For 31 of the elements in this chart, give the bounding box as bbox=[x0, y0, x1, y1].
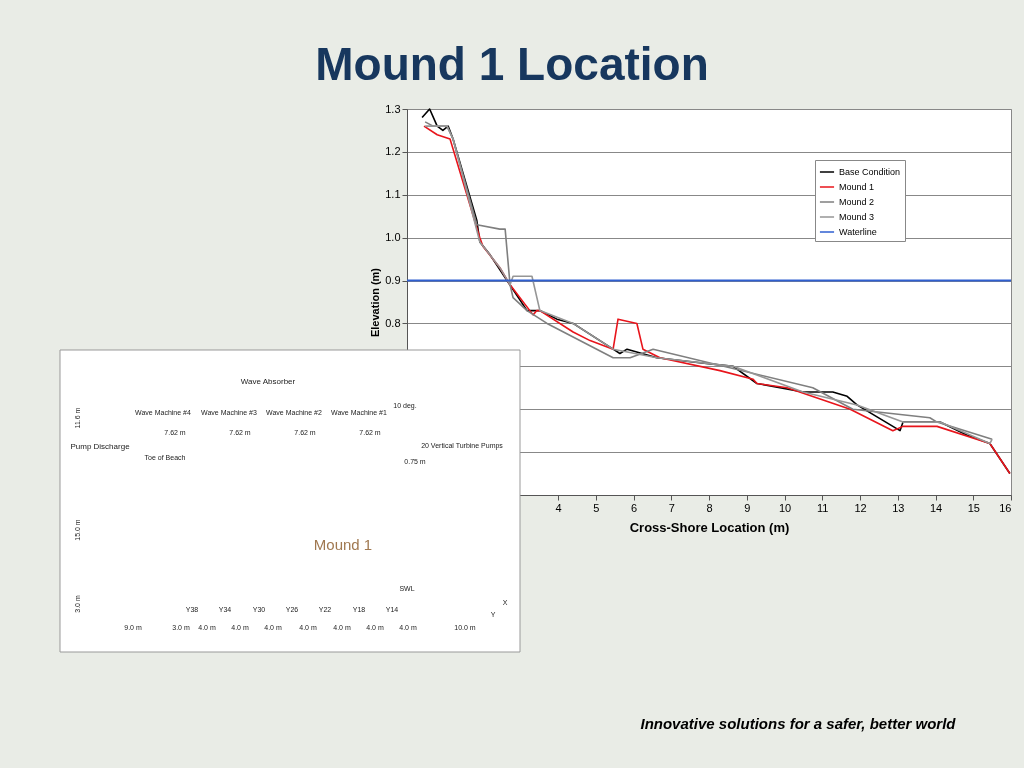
x-tick-label: 10 bbox=[778, 501, 792, 514]
x-tick-label: 4 bbox=[555, 501, 562, 514]
y-tick-label: 1.2 bbox=[385, 145, 401, 158]
text: Innovative solutions for a safer, better world bbox=[640, 715, 957, 732]
text: Pump Discharge bbox=[70, 442, 131, 451]
y-tick-label: 1.3 bbox=[385, 102, 401, 115]
legend-label: Mound 2 bbox=[839, 197, 875, 207]
y-tick-label: 0.8 bbox=[385, 316, 401, 329]
x-tick-label: 14 bbox=[929, 501, 943, 514]
x-tick-label: 11 bbox=[817, 501, 829, 514]
x-axis-title: Cross-Shore Location (m) bbox=[629, 519, 790, 535]
x-tick-label: 9 bbox=[744, 501, 751, 514]
x-tick-label: 5 bbox=[593, 501, 600, 514]
text: Mound 1 bbox=[313, 536, 373, 553]
x-tick-label: 12 bbox=[854, 501, 867, 514]
y-axis-title: Elevation (m) bbox=[369, 267, 382, 338]
x-tick-label: 16 bbox=[999, 501, 1012, 514]
legend-label: Mound 3 bbox=[839, 212, 875, 222]
y-tick-label: 0.9 bbox=[385, 274, 401, 287]
x-tick-label: 8 bbox=[706, 501, 713, 514]
text: Wave Absorber bbox=[240, 377, 296, 386]
legend-label: Waterline bbox=[839, 227, 877, 237]
x-tick-label: 6 bbox=[630, 501, 638, 514]
x-tick-label: 7 bbox=[668, 501, 675, 514]
x-tick-label: 15 bbox=[967, 501, 980, 514]
y-tick-label: 1.0 bbox=[385, 231, 401, 244]
x-tick-label: 13 bbox=[892, 501, 905, 514]
chart-title: Mound 1 Location bbox=[315, 38, 709, 90]
legend-label: Base Condition bbox=[839, 167, 901, 177]
legend-label: Mound 1 bbox=[839, 182, 875, 192]
y-tick-label: 1.1 bbox=[385, 188, 401, 201]
